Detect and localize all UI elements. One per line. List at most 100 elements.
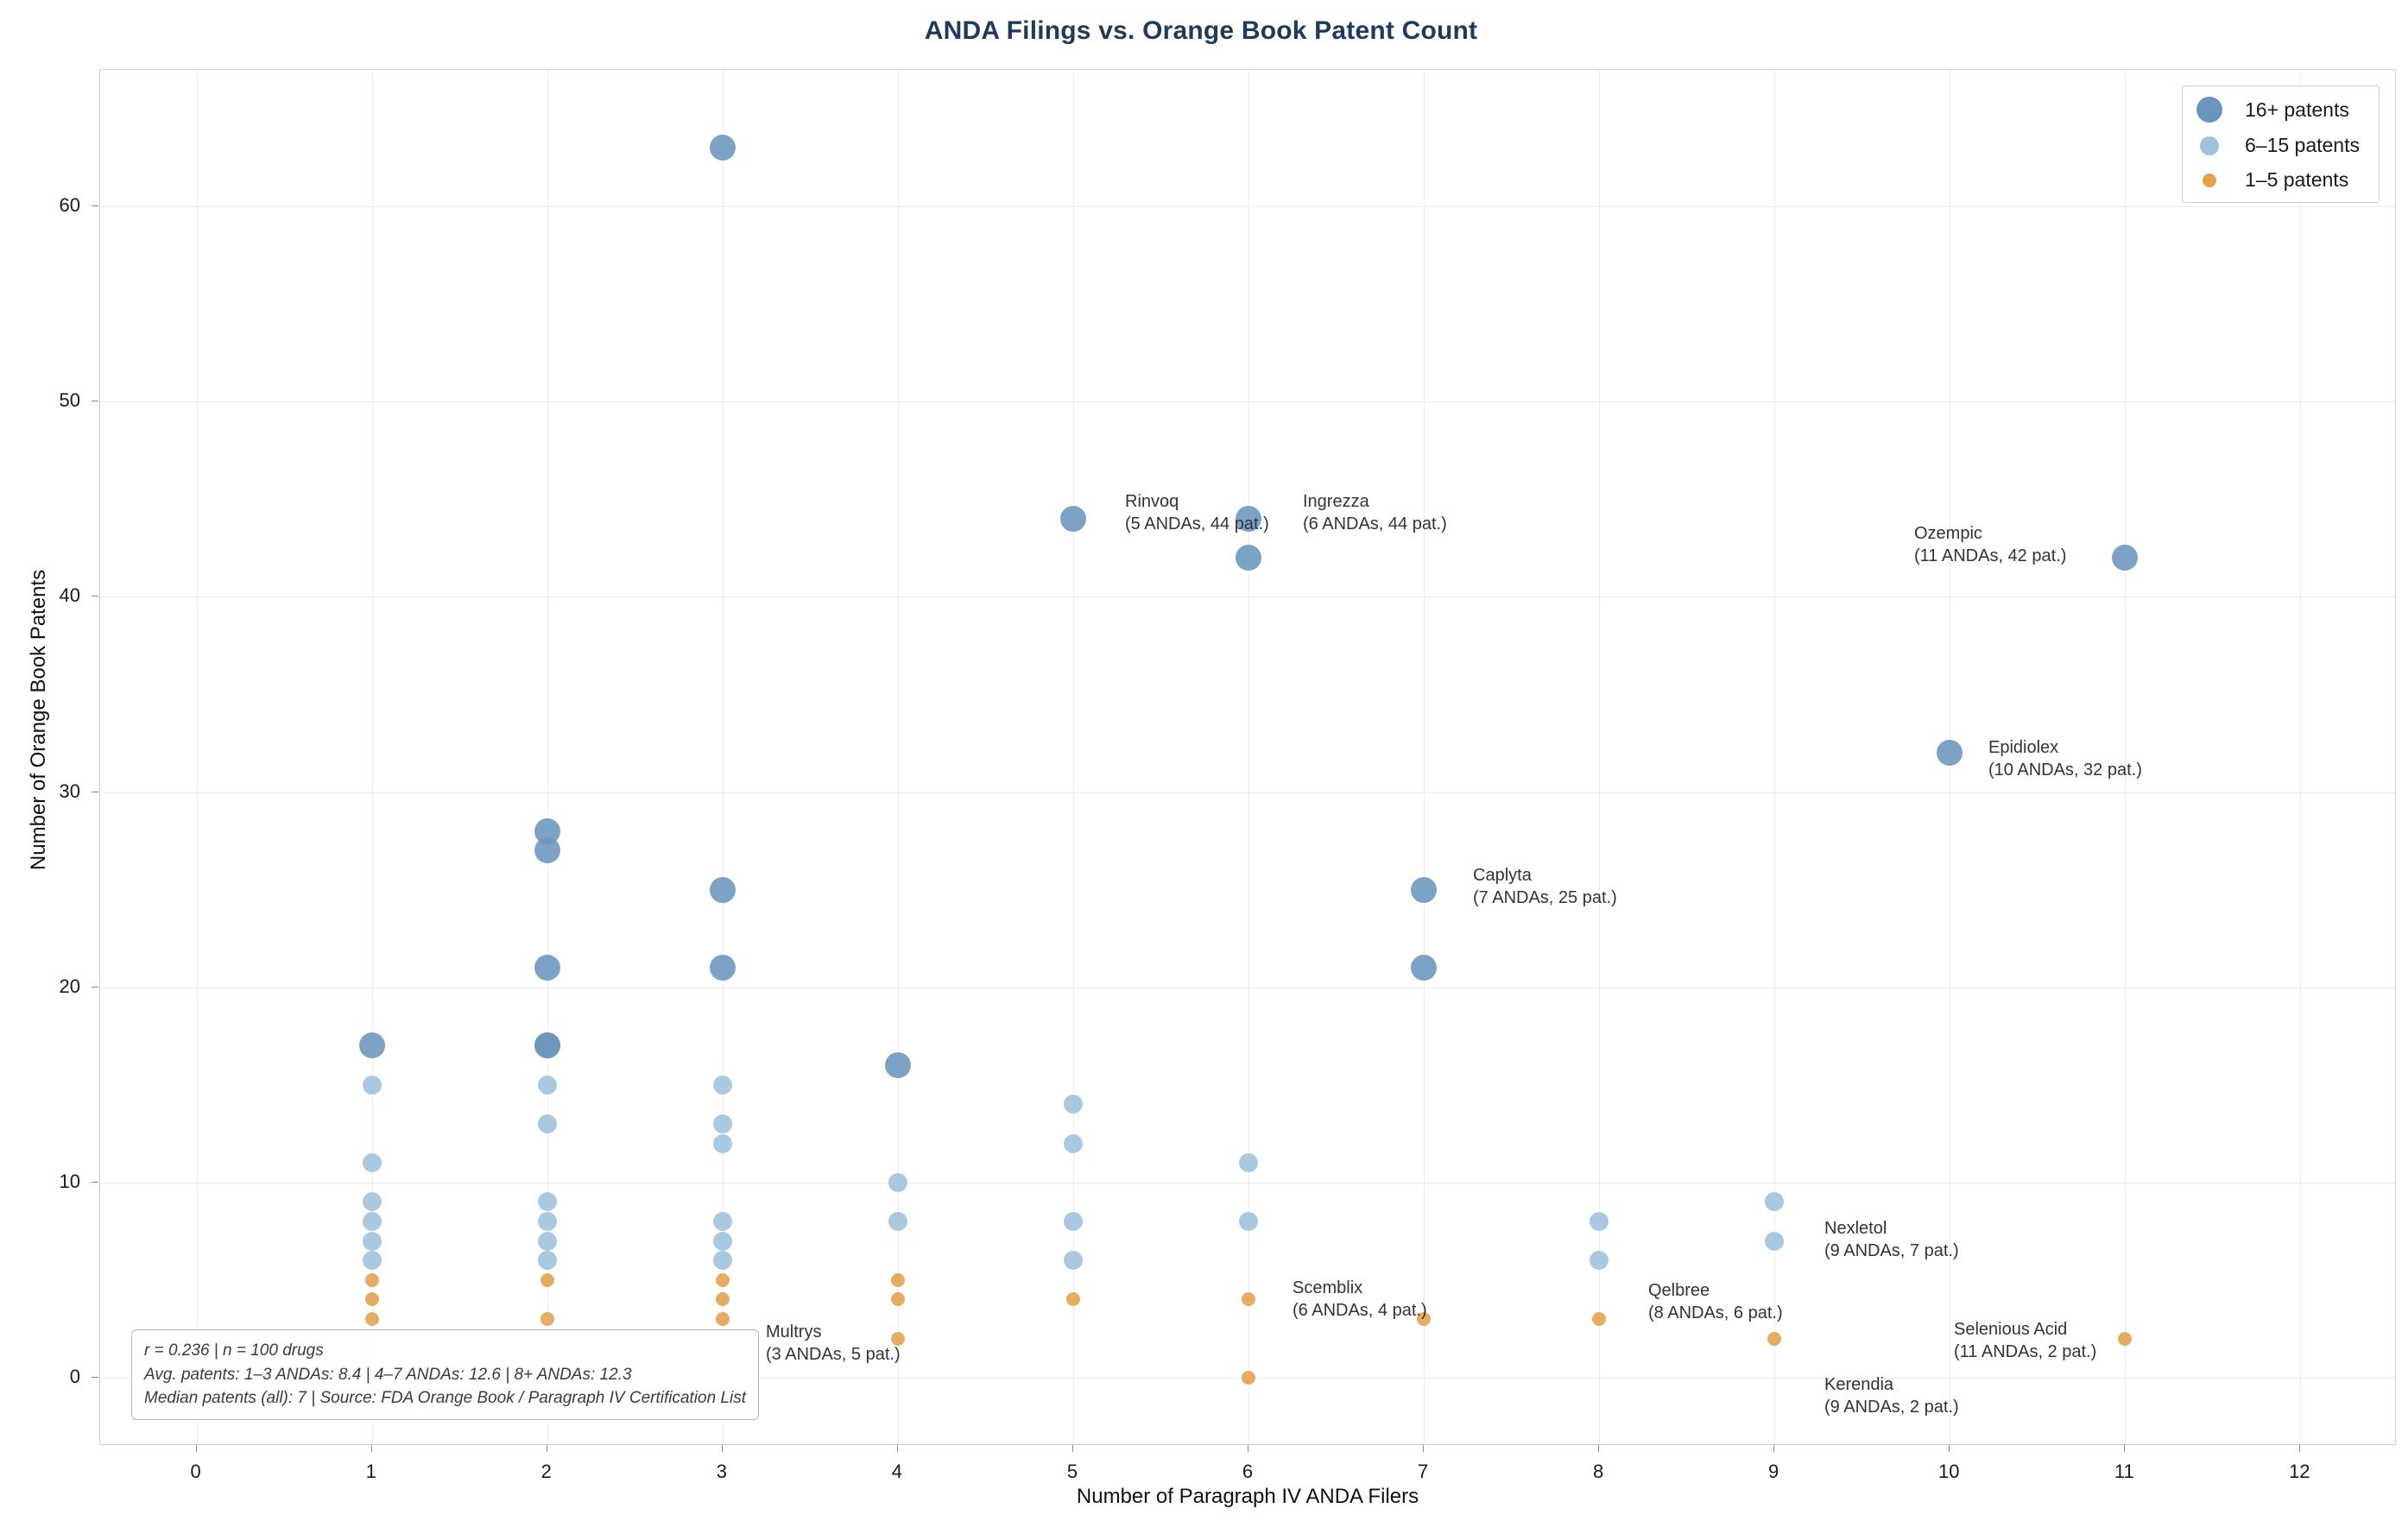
annotation-detail: (10 ANDAs, 32 pat.) (1988, 761, 2142, 779)
data-point (1239, 1211, 1258, 1231)
data-point (537, 1251, 557, 1271)
point-annotation: Ingrezza (6 ANDAs, 44 pat.) (1303, 490, 1447, 535)
point-annotation: Rinvoq (5 ANDAs, 44 pat.) (1125, 490, 1269, 535)
data-point (712, 1251, 732, 1271)
data-point (362, 1153, 382, 1173)
y-tick-label: 0 (69, 1365, 80, 1387)
page-title: ANDA Filings vs. Orange Book Patent Coun… (924, 16, 1478, 45)
data-point (2112, 545, 2139, 571)
annotation-drug-name: Kerendia (1824, 1375, 1894, 1394)
annotation-drug-name: Ingrezza (1303, 492, 1369, 511)
data-point (1236, 506, 1261, 533)
annotation-drug-name: Scemblix (1293, 1278, 1363, 1297)
annotation-drug-name: Nexletol (1824, 1219, 1887, 1238)
annotation-detail: (8 ANDAs, 6 pat.) (1648, 1303, 1783, 1322)
data-point (362, 1075, 382, 1095)
y-tick-mark (92, 1181, 98, 1183)
gridline-vertical (371, 70, 373, 1444)
data-point (890, 1272, 905, 1287)
data-point (1590, 1211, 1609, 1231)
annotation-detail: (11 ANDAs, 2 pat.) (1954, 1342, 2097, 1361)
data-point (362, 1231, 382, 1251)
x-tick-mark (1598, 1445, 1600, 1452)
x-tick-mark (1423, 1445, 1425, 1452)
data-point (1242, 1292, 1255, 1307)
data-point (712, 1133, 732, 1153)
x-tick-label: 1 (365, 1461, 376, 1482)
annotation-drug-name: Rinvoq (1125, 492, 1179, 511)
y-tick-label: 30 (59, 779, 80, 802)
data-point (1765, 1192, 1785, 1212)
data-point (534, 1032, 560, 1059)
data-point (537, 1114, 557, 1133)
data-point (1239, 1153, 1258, 1173)
y-tick-mark (92, 1376, 98, 1378)
legend-marker-icon (2196, 97, 2222, 123)
x-tick-label: 5 (1066, 1461, 1078, 1482)
legend-item[interactable]: 16+ patents (2196, 97, 2360, 123)
y-tick-label: 40 (59, 584, 80, 607)
stats-line: r = 0.236 | n = 100 drugs (144, 1341, 324, 1360)
gridline-vertical (1248, 70, 1249, 1444)
data-point (1236, 545, 1261, 571)
data-point (364, 1312, 379, 1327)
data-point (534, 955, 560, 981)
point-annotation: Multrys (3 ANDAs, 5 pat.) (766, 1321, 901, 1366)
data-point (362, 1211, 382, 1231)
data-point (890, 1331, 905, 1346)
point-annotation: Kerendia (9 ANDAs, 2 pat.) (1824, 1373, 1959, 1418)
data-point (362, 1251, 382, 1271)
data-point (1242, 1370, 1255, 1385)
x-tick-label: 6 (1242, 1461, 1254, 1482)
data-point (362, 1192, 382, 1212)
annotation-drug-name: Qelbree (1648, 1281, 1710, 1300)
stats-line: Median patents (all): 7 | Source: FDA Or… (144, 1389, 747, 1408)
gridline-vertical (1424, 70, 1425, 1444)
data-point (1937, 740, 1963, 767)
data-point (709, 135, 736, 161)
x-tick-mark (1773, 1445, 1775, 1452)
gridline-vertical (722, 70, 724, 1444)
data-point (364, 1292, 379, 1307)
annotation-drug-name: Epidiolex (1988, 738, 2059, 757)
data-point (1765, 1231, 1785, 1251)
annotation-drug-name: Caplyta (1473, 866, 1532, 885)
data-point (709, 876, 736, 903)
annotation-detail: (9 ANDAs, 7 pat.) (1824, 1241, 1959, 1260)
gridline-horizontal (100, 401, 2395, 403)
legend-item[interactable]: 1–5 patents (2197, 168, 2360, 192)
x-tick-label: 12 (2289, 1461, 2310, 1482)
y-tick-mark (92, 986, 98, 988)
gridline-vertical (1599, 70, 1601, 1444)
y-tick-label: 50 (59, 389, 80, 412)
x-tick-label: 3 (716, 1461, 727, 1482)
data-point (358, 1032, 385, 1059)
data-point (1063, 1251, 1083, 1271)
annotation-drug-name: Selenious Acid (1954, 1320, 2068, 1339)
legend: 16+ patents 6–15 patents 1–5 patents (2181, 85, 2380, 203)
x-tick-mark (1949, 1445, 1950, 1452)
data-point (1411, 955, 1438, 981)
annotation-detail: (7 ANDAs, 25 pat.) (1473, 888, 1617, 907)
x-tick-label: 11 (2114, 1461, 2134, 1482)
point-annotation: Selenious Acid (11 ANDAs, 2 pat.) (1954, 1318, 2096, 1363)
x-tick-mark (2124, 1445, 2126, 1452)
annotation-detail: (5 ANDAs, 44 pat.) (1125, 514, 1269, 533)
legend-item[interactable]: 6–15 patents (2197, 134, 2360, 157)
data-point (888, 1211, 907, 1231)
data-point (1065, 1292, 1080, 1307)
x-tick-mark (195, 1445, 197, 1452)
y-tick-mark (92, 205, 98, 207)
point-annotation: Ozempic (11 ANDAs, 42 pat.) (1914, 522, 2066, 567)
gridline-vertical (1774, 70, 1776, 1444)
y-tick-label: 20 (59, 975, 80, 997)
data-point (890, 1292, 905, 1307)
data-point (534, 837, 560, 864)
gridline-vertical (1072, 70, 1074, 1444)
x-axis-label: Number of Paragraph IV ANDA Filers (1076, 1485, 1419, 1508)
data-point (1767, 1331, 1782, 1346)
x-tick-label: 10 (1937, 1461, 1960, 1482)
x-tick-mark (721, 1445, 723, 1452)
x-tick-mark (2299, 1445, 2301, 1452)
data-point (712, 1211, 732, 1231)
